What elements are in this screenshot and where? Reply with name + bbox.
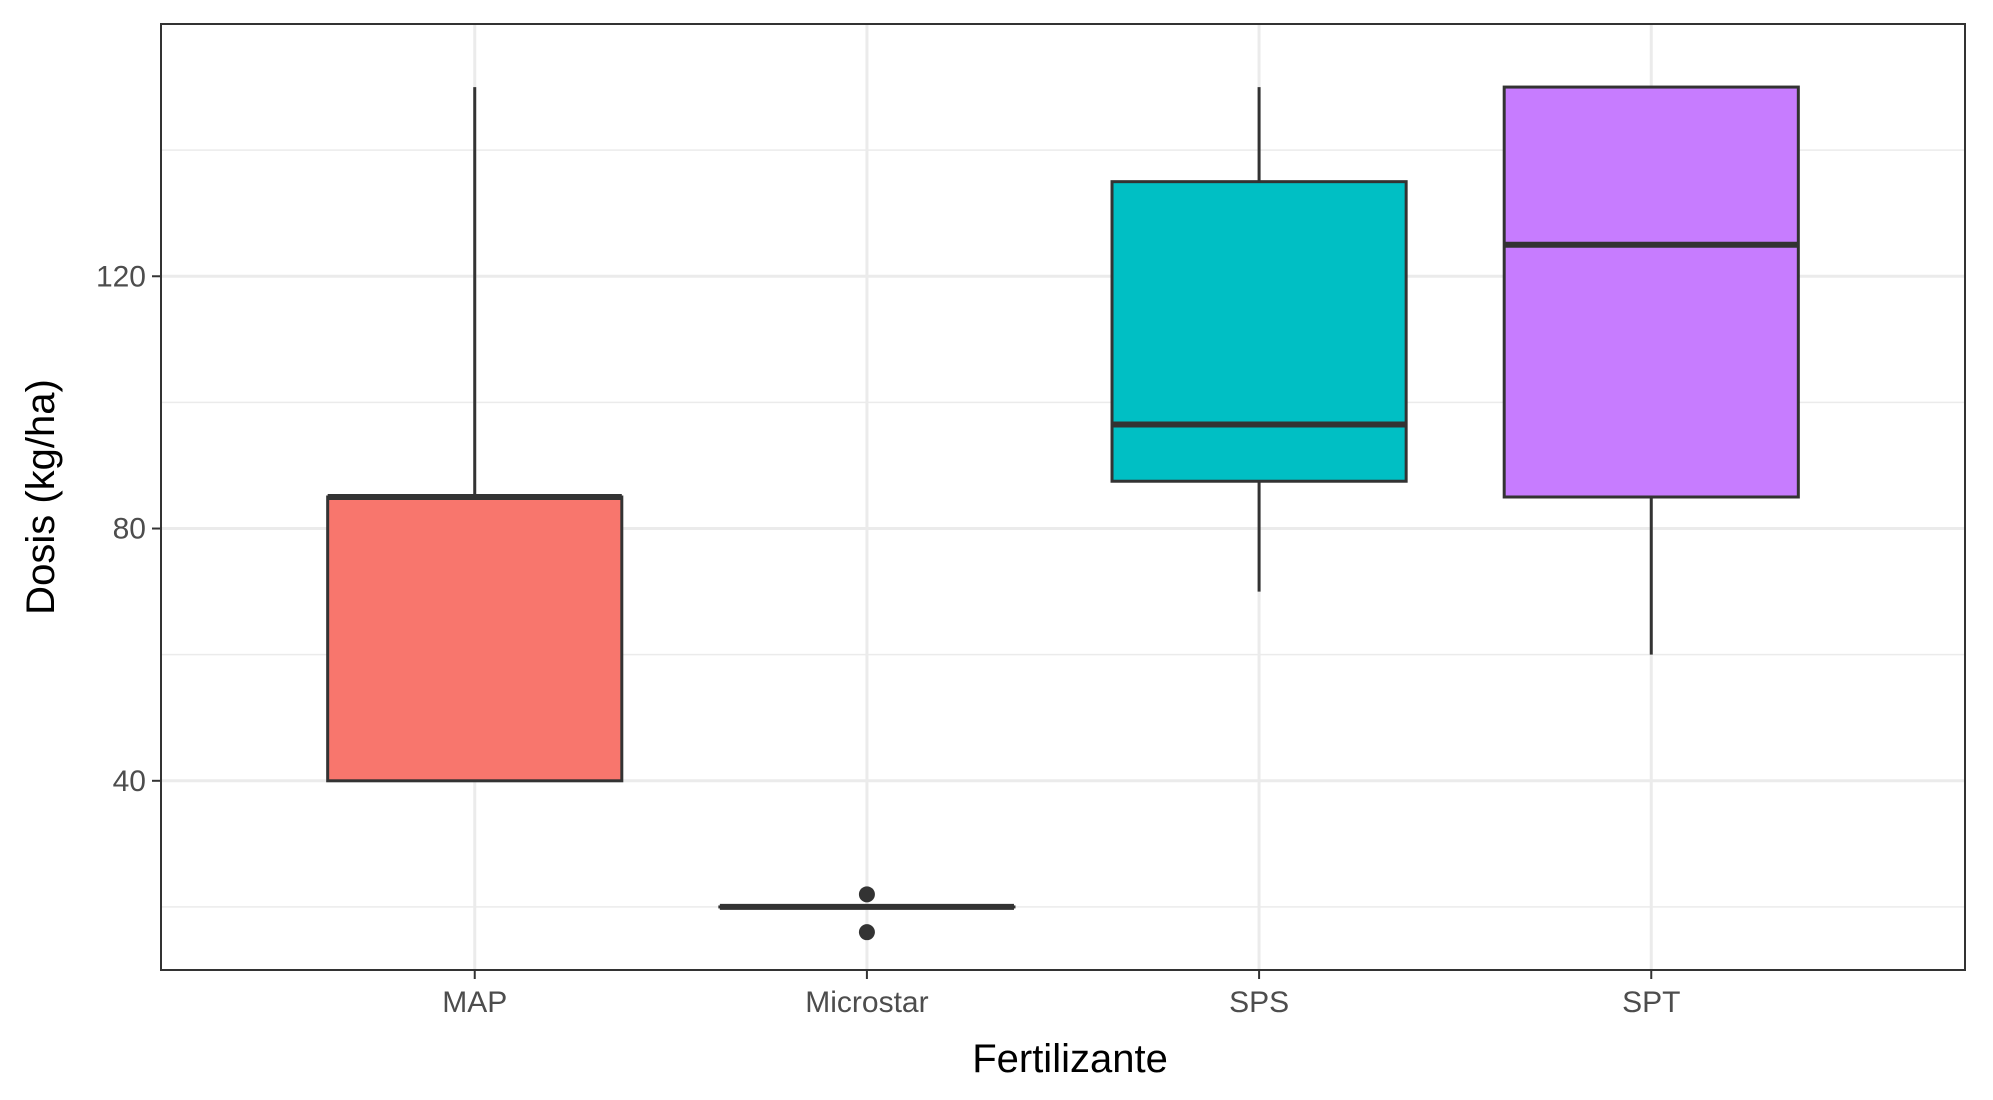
y-axis-title: Dosis (kg/ha) xyxy=(19,379,63,615)
x-axis: MAP Microstar SPS SPT xyxy=(442,970,1680,1019)
outlier-point xyxy=(858,886,875,903)
y-tick-label: 40 xyxy=(113,765,146,798)
x-axis-title: Fertilizante xyxy=(972,1037,1168,1081)
y-axis: 40 80 120 xyxy=(96,260,161,798)
boxes-layer xyxy=(326,85,1800,941)
box-group-microstar xyxy=(718,886,1016,941)
plot-border xyxy=(160,23,1966,971)
y-tick-label: 80 xyxy=(113,513,146,546)
box-group-sps xyxy=(1110,87,1408,592)
x-tick-label: SPT xyxy=(1622,986,1680,1019)
x-tick-label: MAP xyxy=(442,986,507,1019)
outlier-point xyxy=(858,924,875,941)
x-tick-label: Microstar xyxy=(805,986,928,1019)
box-body xyxy=(326,495,624,783)
box-body xyxy=(1502,85,1800,499)
box-group-map xyxy=(326,87,624,783)
box-group-spt xyxy=(1502,85,1800,655)
x-tick-label: SPS xyxy=(1229,986,1289,1019)
y-tick-label: 120 xyxy=(96,260,146,293)
box-body xyxy=(1110,180,1408,483)
